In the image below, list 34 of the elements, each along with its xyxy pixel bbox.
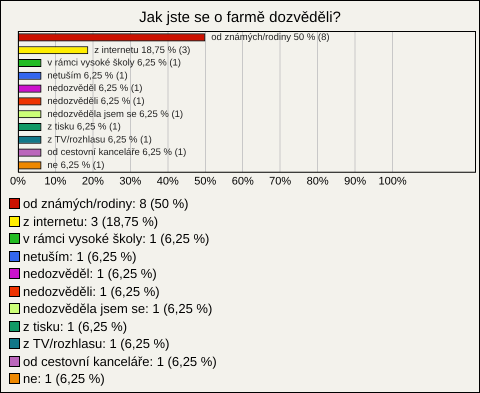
chart-title: Jak jste se o farmě dozvěděli?: [138, 9, 342, 28]
legend-label: od známých/rodiny: 8 (50 %): [23, 196, 188, 212]
x-tick-label: 30%: [119, 175, 142, 188]
data-label: od cestovní kanceláře 6,25 % (1): [47, 147, 186, 158]
data-label: nedozvěděl 6,25 % (1): [47, 83, 142, 94]
data-label: ne 6,25 % (1): [47, 160, 104, 172]
data-label: v rámci vysoké školy 6,25 % (1): [47, 58, 181, 69]
data-label: nedozvěděla jsem se 6,25 % (1): [47, 108, 184, 120]
legend-label: v rámci vysoké školy: 1 (6,25 %): [23, 231, 210, 246]
legend-label: nedozvěděla jsem se: 1 (6,25 %): [23, 301, 212, 316]
data-label: nedozvěděli 6,25 % (1): [47, 96, 145, 108]
data-label: z tisku 6,25 % (1): [47, 122, 121, 133]
x-tick-label: 40%: [156, 175, 180, 188]
data-label: z TV/rozhlasu 6,25 % (1): [47, 134, 152, 146]
legend-label: nedozvěděl: 1 (6,25 %): [23, 266, 157, 282]
x-tick-label: 10%: [44, 175, 67, 188]
x-tick-label: 70%: [269, 175, 292, 188]
legend-label: od cestovní kanceláře: 1 (6,25 %): [23, 354, 217, 369]
legend-label: z tisku: 1 (6,25 %): [23, 318, 128, 334]
data-label: od známých/rodiny 50 % (8): [211, 32, 330, 44]
x-tick-label: 0%: [10, 175, 26, 188]
x-tick-label: 20%: [82, 175, 104, 188]
legend-label: nedozvěděli: 1 (6,25 %): [23, 284, 160, 299]
x-tick-label: 100%: [378, 175, 407, 188]
x-tick-label: 60%: [232, 175, 254, 188]
data-label: netuším 6,25 % (1): [47, 70, 128, 82]
x-tick-label: 90%: [344, 175, 366, 188]
legend-label: netuším: 1 (6,25 %): [23, 248, 136, 264]
legend-label: ne: 1 (6,25 %): [23, 371, 105, 386]
legend-label: z TV/rozhlasu: 1 (6,25 %): [23, 336, 170, 352]
legend-label: z internetu: 3 (18,75 %): [23, 214, 158, 229]
x-tick-label: 50%: [194, 175, 216, 188]
x-tick-label: 80%: [306, 175, 329, 188]
data-label: z internetu 18,75 % (3): [94, 44, 190, 56]
